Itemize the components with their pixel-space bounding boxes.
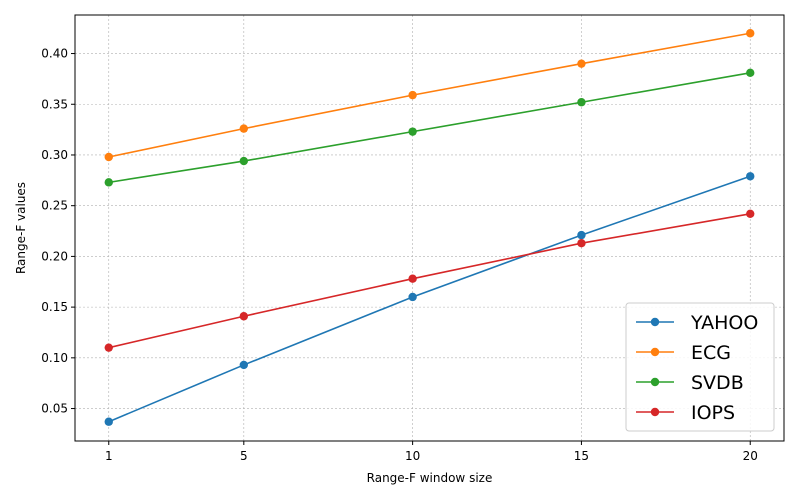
data-point-ecg [408, 90, 417, 100]
legend-entry-ecg: ECG [636, 342, 731, 364]
series-yahoo [104, 172, 755, 426]
series-layer [104, 29, 755, 426]
x-tick-label: 20 [743, 449, 758, 463]
y-axis-ticks: 0.05 0.10 0.15 0.20 0.25 0.30 0.35 0.40 [41, 47, 75, 416]
data-point-ecg [239, 124, 249, 133]
legend-marker-ecg [650, 347, 660, 357]
data-point-svdb [239, 156, 249, 166]
y-tick-label: 0.20 [41, 249, 68, 263]
data-point-iops [239, 312, 249, 321]
x-tick-label: 15 [574, 449, 589, 463]
data-point-yahoo [577, 230, 586, 240]
data-point-svdb [408, 127, 417, 136]
data-point-ecg [104, 152, 113, 162]
data-point-iops [408, 274, 417, 283]
legend-label-ecg: ECG [691, 342, 731, 364]
y-tick-label: 0.30 [41, 148, 68, 162]
y-tick-label: 0.25 [41, 199, 68, 213]
data-point-svdb [104, 178, 113, 187]
data-point-yahoo [746, 172, 755, 181]
y-tick-label: 0.05 [41, 402, 68, 416]
data-point-svdb [746, 68, 755, 78]
data-point-yahoo [408, 292, 417, 302]
series-line-ecg [108, 32, 751, 158]
plot-frame [74, 14, 785, 442]
y-tick-label: 0.40 [41, 47, 68, 61]
legend-label-iops: IOPS [691, 402, 735, 424]
data-point-yahoo [104, 417, 113, 426]
legend-label-svdb: SVDB [691, 372, 744, 394]
y-tick-label: 0.15 [41, 300, 68, 314]
legend: YAHOO ECG SVDB IOPS [625, 302, 775, 432]
y-tick-label: 0.35 [41, 97, 68, 111]
data-point-svdb [577, 98, 586, 107]
series-ecg [104, 29, 755, 162]
legend-entry-svdb: SVDB [636, 372, 744, 394]
series-iops [104, 209, 755, 352]
x-tick-label: 5 [240, 449, 248, 463]
x-axis-label: Range-F window size [367, 471, 493, 485]
x-tick-label: 1 [105, 449, 113, 463]
legend-marker-svdb [650, 377, 660, 387]
data-point-iops [577, 239, 586, 248]
data-point-ecg [577, 59, 586, 68]
data-point-iops [746, 209, 755, 218]
legend-label-yahoo: YAHOO [690, 312, 758, 334]
legend-entry-iops: IOPS [636, 402, 735, 424]
data-point-yahoo [239, 360, 249, 370]
y-axis-label: Range-F values [14, 182, 28, 274]
series-line-svdb [108, 72, 751, 184]
y-tick-label: 0.10 [41, 351, 68, 365]
data-point-iops [104, 343, 113, 352]
legend-entry-yahoo: YAHOO [636, 312, 758, 334]
x-tick-label: 10 [405, 449, 420, 463]
legend-marker-yahoo [650, 317, 660, 327]
grid [75, 15, 784, 441]
legend-marker-iops [650, 407, 660, 417]
series-svdb [104, 68, 755, 187]
data-point-ecg [746, 29, 755, 38]
legend-box [625, 302, 775, 432]
x-axis-ticks: 1 5 10 15 20 [105, 441, 758, 463]
